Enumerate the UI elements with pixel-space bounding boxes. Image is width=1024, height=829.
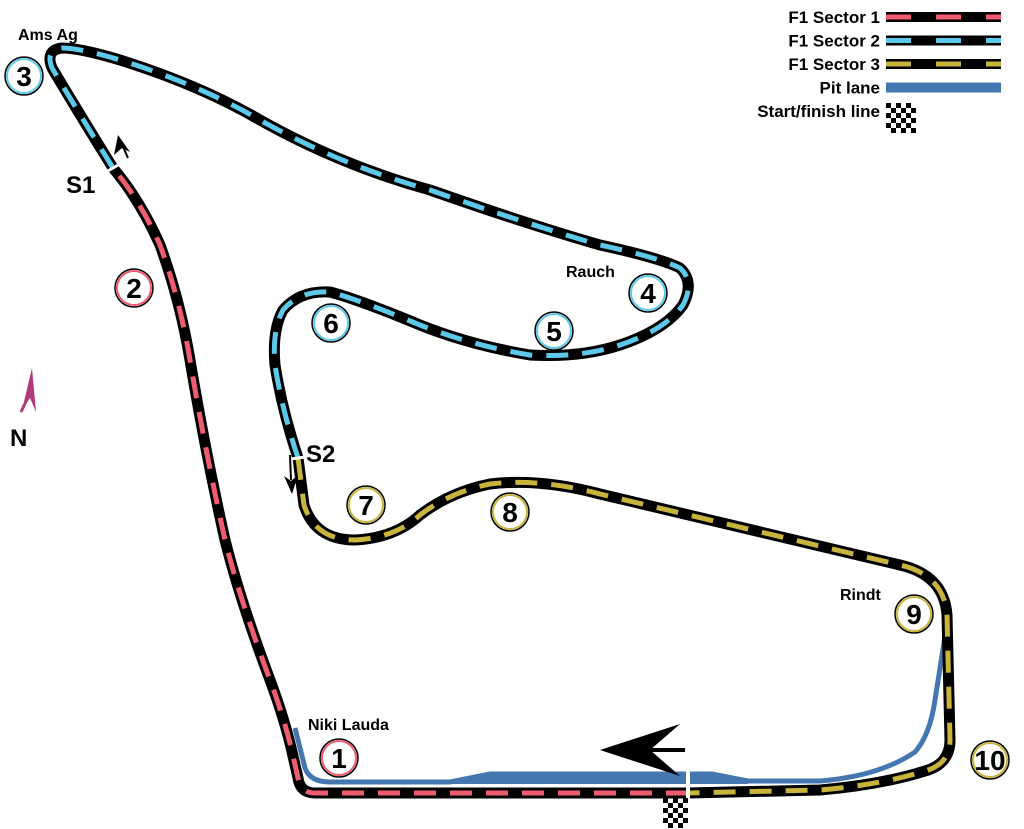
corner-marker-9: 9 [894,594,934,634]
legend-label: Pit lane [820,79,880,98]
corner-number: 7 [358,490,374,521]
corner-name: Rauch [566,264,615,281]
corner-marker-2: 2 [114,268,154,308]
corner-marker-3: 3 [4,56,44,96]
corner-name: Ams Ag [18,27,78,44]
corner-number: 10 [974,745,1005,776]
pit-lane [292,629,949,785]
direction-arrow-icon [114,135,130,159]
legend-label: F1 Sector 3 [788,55,880,74]
legend-label: F1 Sector 1 [788,8,880,27]
corner-number: 5 [546,316,562,347]
corner-number: 8 [502,497,518,528]
corner-number: 6 [323,308,339,339]
corner-number: 9 [906,599,922,630]
legend-label: F1 Sector 2 [788,32,880,51]
corner-marker-7: 7 [346,485,386,525]
legend: F1 Sector 1 F1 Sector 2 F1 Sector 3 Pit lan… [757,8,1001,133]
checkered-flag-icon [886,103,916,133]
direction-arrow-icon [284,454,298,494]
corner-name: Niki Lauda [308,717,389,734]
corner-marker-5: 5 [534,311,574,351]
north-arrow-icon [19,368,36,413]
corner-number: 4 [640,278,656,309]
direction-arrow-icon [600,724,685,776]
corner-name: Rindt [840,587,882,604]
corner-number: 2 [126,273,142,304]
corner-number: 1 [331,743,347,774]
start-finish-flag-icon [663,798,688,828]
sector-marker-s1: S1 [66,172,95,199]
corner-marker-6: 6 [311,303,351,343]
legend-label: Start/finish line [757,102,880,121]
sector-marker-s2: S2 [306,441,335,468]
corner-marker-1: 1 [319,738,359,778]
north-label: N [10,425,27,452]
corner-number: 3 [16,61,32,92]
corner-marker-8: 8 [490,492,530,532]
corner-marker-4: 4 [628,273,668,313]
corner-marker-10: 10 [970,740,1010,780]
track [44,42,956,802]
